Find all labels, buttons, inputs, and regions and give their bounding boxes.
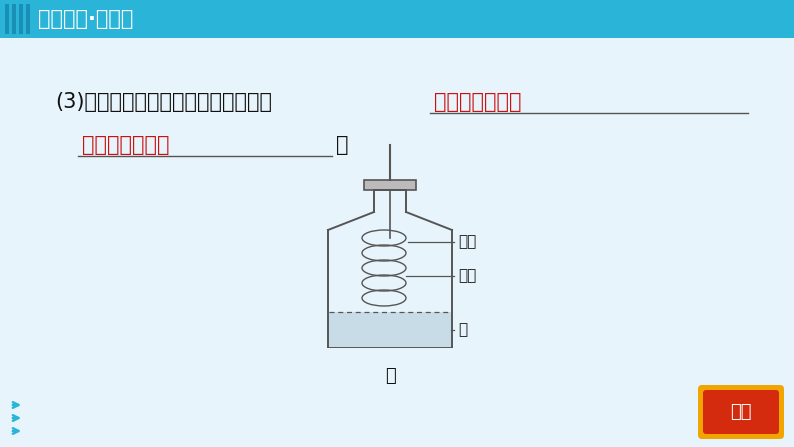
Text: 。: 。 bbox=[336, 135, 349, 155]
Bar bbox=[0, 0, 794, 38]
Bar bbox=[12, 4, 16, 34]
Bar bbox=[329, 312, 451, 347]
Text: 丙: 丙 bbox=[384, 367, 395, 385]
FancyBboxPatch shape bbox=[703, 390, 779, 434]
Bar bbox=[19, 4, 23, 34]
Bar bbox=[364, 180, 416, 190]
Text: (3)丙实验集气瓶中装少量水的目的是: (3)丙实验集气瓶中装少量水的目的是 bbox=[55, 92, 272, 112]
Bar bbox=[5, 4, 9, 34]
Text: 水: 水 bbox=[458, 322, 467, 337]
FancyBboxPatch shape bbox=[698, 385, 784, 439]
Text: 防止高温熔化物: 防止高温熔化物 bbox=[434, 92, 522, 112]
Bar bbox=[26, 4, 30, 34]
Text: 溅落，炸裂瓶底: 溅落，炸裂瓶底 bbox=[82, 135, 169, 155]
Text: 夯实基础·逐点练: 夯实基础·逐点练 bbox=[38, 9, 133, 29]
Text: 返回: 返回 bbox=[730, 403, 752, 421]
Text: 铁丝: 铁丝 bbox=[458, 268, 476, 283]
Text: 氧气: 氧气 bbox=[458, 235, 476, 249]
